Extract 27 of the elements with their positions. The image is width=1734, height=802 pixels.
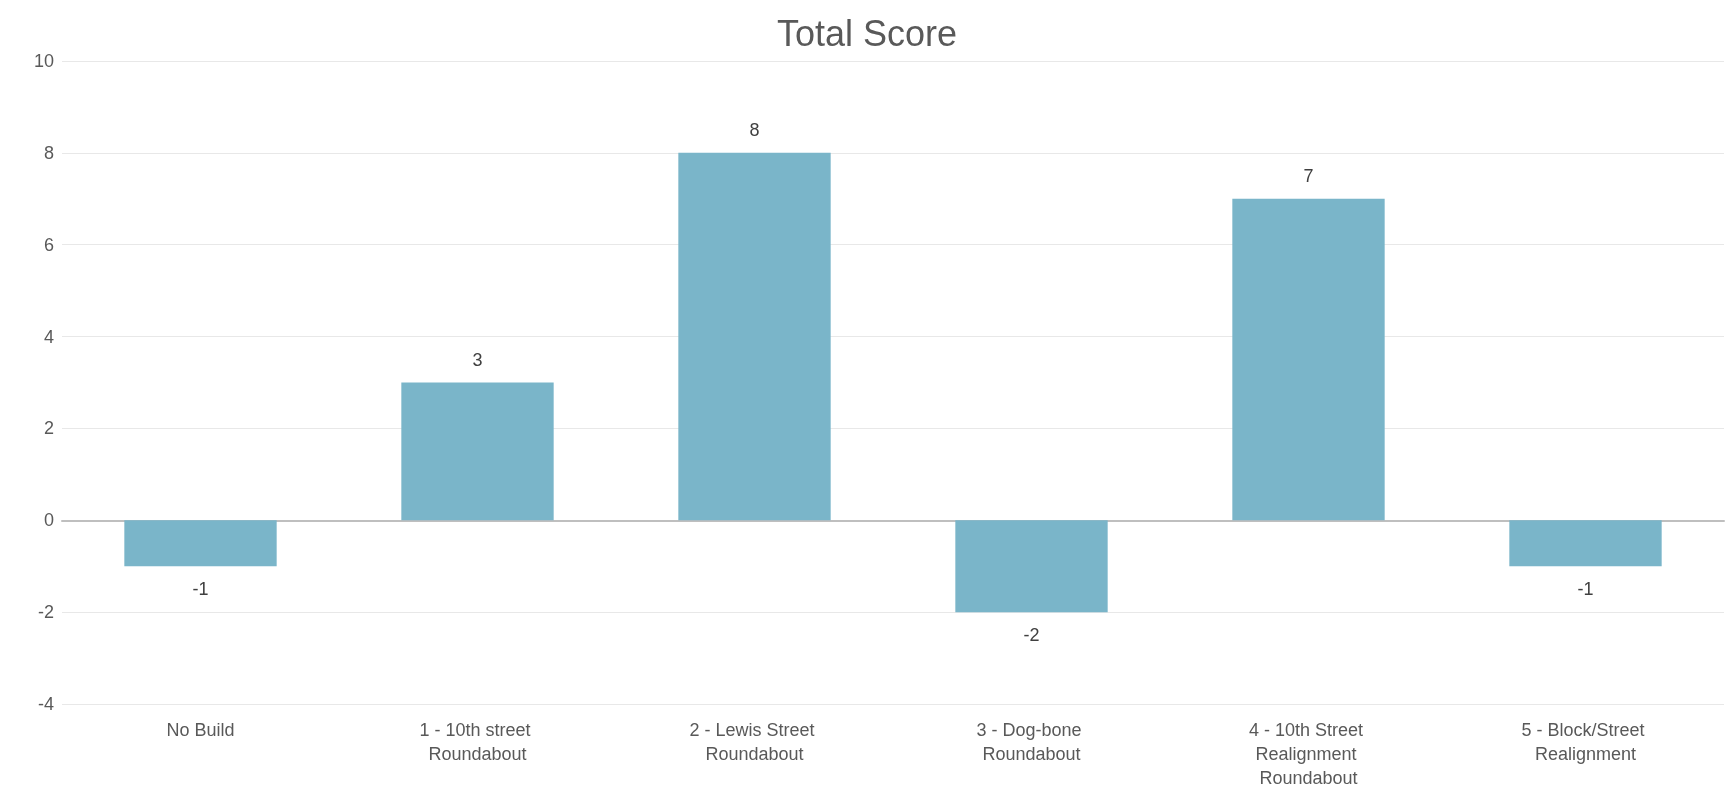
x-tick-label: 2 - Lewis Street Roundabout <box>689 720 820 764</box>
data-label: -1 <box>192 579 209 600</box>
chart-title: Total Score <box>776 12 958 54</box>
x-tick-label: 1 - 10th street Roundabout <box>419 720 536 764</box>
data-label: 3 <box>472 349 483 370</box>
y-tick-label: 8 <box>43 142 54 163</box>
bar <box>678 152 831 521</box>
x-tick-label: 5 - Block/Street Realignment <box>1521 720 1650 764</box>
y-tick-label: 4 <box>43 326 54 347</box>
bar <box>1232 198 1385 521</box>
bar <box>955 520 1108 613</box>
x-tick-label: No Build <box>166 720 235 740</box>
data-label: 7 <box>1303 165 1314 186</box>
y-tick-label: -4 <box>37 694 54 714</box>
data-label: -1 <box>1577 579 1594 600</box>
data-label: 8 <box>749 119 760 140</box>
bar <box>401 382 554 521</box>
y-tick-label: -2 <box>37 602 54 623</box>
y-tick-label: 6 <box>43 234 54 255</box>
bar <box>124 520 277 567</box>
x-tick-label: 4 - 10th Street Realignment Roundabout <box>1248 720 1369 788</box>
y-tick-label: 0 <box>43 510 54 531</box>
x-tick-label: 3 - Dog-bone Roundabout <box>976 720 1087 764</box>
bar <box>1509 520 1662 567</box>
data-label: -2 <box>1023 625 1040 646</box>
y-tick-label: 2 <box>43 418 54 439</box>
y-tick-label: 10 <box>33 51 54 71</box>
